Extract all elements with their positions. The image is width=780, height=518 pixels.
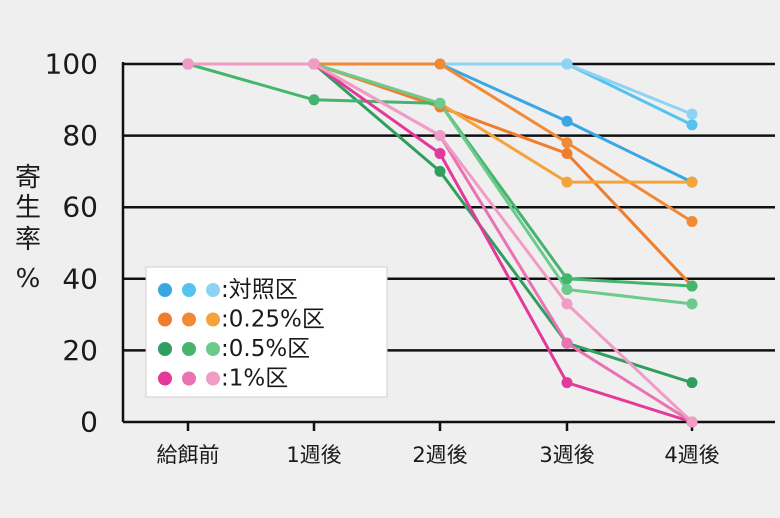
x-tick-label-0: 給餌前 [157, 443, 220, 467]
data-point-4-4 [686, 216, 698, 228]
data-point-11-4 [686, 416, 698, 428]
data-point-9-3 [561, 377, 573, 389]
legend-marker-1-1 [182, 312, 196, 327]
data-point-11-2 [434, 130, 446, 142]
data-point-5-4 [686, 176, 698, 188]
data-point-8-2 [434, 97, 446, 109]
y-tick-label-4: 80 [62, 119, 98, 152]
y-tick-label-0: 0 [80, 406, 98, 439]
y-axis-label: 寄生率% [15, 163, 41, 294]
data-point-2-3 [561, 58, 573, 70]
y-tick-label-2: 40 [62, 262, 98, 295]
x-tick-label-3: 3週後 [539, 443, 594, 467]
legend-marker-0-0 [158, 283, 172, 297]
data-point-1-4 [686, 119, 698, 131]
data-point-10-3 [561, 337, 573, 349]
legend-marker-2-2 [206, 342, 220, 356]
legend-marker-1-2 [206, 312, 220, 327]
data-point-7-3 [561, 273, 573, 285]
legend-label-1: :0.25%区 [221, 307, 325, 333]
legend-marker-3-0 [158, 371, 172, 386]
data-point-4-2 [434, 58, 446, 70]
data-point-6-4 [686, 377, 698, 389]
y-axis-label-char-0: 寄 [15, 163, 41, 193]
legend-marker-3-2 [206, 371, 220, 386]
series-points [182, 58, 698, 428]
y-tick-label-5: 100 [45, 48, 98, 81]
legend-marker-1-0 [158, 312, 172, 327]
x-tick-label-4: 4週後 [664, 443, 719, 467]
data-point-11-1 [308, 58, 320, 70]
data-point-5-3 [561, 176, 573, 188]
legend-marker-0-1 [182, 283, 196, 297]
legend-label-2: :0.5%区 [221, 336, 310, 362]
data-point-8-3 [561, 284, 573, 296]
data-point-9-2 [434, 148, 446, 159]
data-point-4-3 [561, 137, 573, 149]
y-axis-label-char-2: 率 [15, 225, 41, 255]
y-tick-labels: 0 20 40 60 80 100 [45, 48, 98, 439]
data-point-2-4 [686, 108, 698, 120]
legend-label-0: :対照区 [221, 277, 298, 303]
data-point-11-0 [182, 58, 194, 70]
y-axis-label-char-1: 生 [15, 193, 41, 223]
x-tick-label-1: 1週後 [286, 443, 341, 467]
x-tick-label-2: 2週後 [412, 443, 467, 467]
x-tick-labels: 給餌前 1週後 2週後 3週後 4週後 [157, 443, 720, 467]
legend-marker-2-1 [182, 342, 196, 356]
legend-marker-3-1 [182, 371, 196, 386]
legend-marker-2-0 [158, 342, 172, 356]
data-point-0-3 [561, 115, 573, 127]
y-axis-label-char-3: % [16, 264, 41, 294]
data-point-11-3 [561, 298, 573, 310]
y-tick-label-3: 60 [62, 191, 98, 224]
legend: :対照区 :0.25%区 :0.5%区 :1%区 [145, 266, 388, 398]
legend-marker-0-2 [206, 283, 220, 297]
y-tick-label-1: 20 [62, 334, 98, 367]
legend-label-3: :1%区 [221, 366, 288, 392]
data-point-6-2 [434, 165, 446, 177]
data-point-7-4 [686, 280, 698, 292]
data-point-7-1 [308, 94, 320, 106]
data-point-3-3 [561, 148, 573, 159]
data-point-8-4 [686, 298, 698, 310]
